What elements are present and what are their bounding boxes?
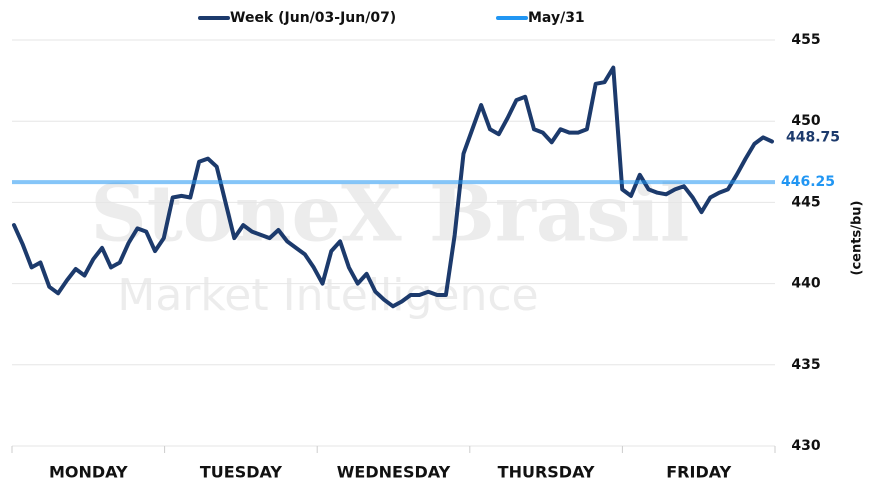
legend-label: May/31 bbox=[528, 10, 585, 26]
y-axis-label: (cents/bu) bbox=[850, 201, 865, 276]
y-tick-label: 435 bbox=[791, 357, 820, 373]
legend-label: Week (Jun/03-Jun/07) bbox=[230, 10, 396, 26]
y-tick-label: 445 bbox=[791, 194, 820, 210]
value-label: 446.25 bbox=[781, 174, 835, 190]
x-tick-label: MONDAY bbox=[49, 463, 128, 482]
y-tick-label: 455 bbox=[791, 32, 820, 48]
y-tick-label: 450 bbox=[791, 113, 820, 129]
x-tick-label: THURSDAY bbox=[498, 463, 595, 482]
y-tick-label: 440 bbox=[791, 276, 820, 292]
x-tick-label: WEDNESDAY bbox=[337, 463, 451, 482]
watermark: Market Intelligence bbox=[117, 270, 538, 321]
value-label: 448.75 bbox=[786, 130, 840, 146]
y-tick-label: 430 bbox=[791, 438, 820, 454]
x-tick-label: TUESDAY bbox=[200, 463, 282, 482]
x-tick-label: FRIDAY bbox=[666, 463, 731, 482]
price-line bbox=[12, 65, 774, 309]
